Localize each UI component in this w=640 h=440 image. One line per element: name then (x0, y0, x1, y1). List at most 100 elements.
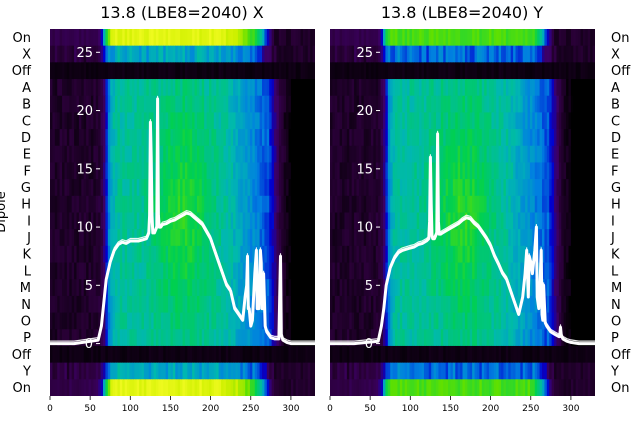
heatmap-cell (462, 212, 466, 230)
heatmap-cell (561, 212, 565, 230)
heatmap-cell (486, 129, 490, 147)
heatmap-cell (486, 162, 490, 180)
heatmap-cell (503, 45, 507, 63)
heatmap-cell (587, 145, 591, 164)
heatmap-cell (124, 145, 128, 164)
heatmap-cell (568, 45, 572, 63)
heatmap-cell (472, 295, 476, 314)
heatmap-cell (587, 95, 591, 114)
heatmap-cell (293, 379, 297, 396)
heatmap-cell (127, 295, 131, 314)
heatmap-cell (375, 129, 379, 147)
heatmap-cell (580, 329, 584, 347)
heatmap-cell (436, 62, 440, 80)
heatmap-cell (580, 162, 584, 180)
heatmap-cell (281, 162, 285, 180)
heatmap-cell (163, 229, 167, 247)
heatmap-cell (119, 212, 123, 230)
heatmap-cell (209, 262, 213, 280)
heatmap-cell (134, 295, 138, 314)
heatmap-cell (100, 145, 104, 164)
heatmap-cell (445, 379, 449, 396)
heatmap-cell (556, 62, 560, 80)
heatmap-cell (351, 195, 355, 214)
heatmap-cell (110, 29, 114, 47)
heatmap-cell (298, 345, 302, 364)
heatmap-cell (286, 95, 290, 114)
heatmap-cell (414, 62, 418, 80)
heatmap-cell (122, 212, 126, 230)
heatmap-cell (592, 329, 595, 347)
heatmap-cell (566, 262, 570, 280)
heatmap-cell (156, 79, 160, 97)
heatmap-cell (517, 379, 521, 396)
heatmap-cell (50, 279, 54, 297)
heatmap-cell (242, 362, 246, 380)
heatmap-cell (288, 329, 292, 347)
heatmap-cell (209, 379, 213, 396)
heatmap-cell (580, 262, 584, 280)
heatmap-cell (428, 345, 432, 364)
heatmap-cell (117, 145, 121, 164)
heatmap-cell (351, 345, 355, 364)
heatmap-cell (445, 45, 449, 63)
heatmap-cell (505, 379, 509, 396)
heatmap-cell (428, 79, 432, 97)
heatmap-cell (366, 162, 370, 180)
heatmap-cell (573, 295, 577, 314)
heatmap-cell (510, 329, 514, 347)
heatmap-cell (78, 179, 82, 197)
heatmap-cell (90, 162, 94, 180)
heatmap-cell (312, 362, 315, 380)
heatmap-cell (271, 345, 275, 364)
heatmap-cell (57, 79, 61, 97)
heatmap-cell (54, 312, 58, 330)
heatmap-cell (278, 162, 282, 180)
heatmap-cell (245, 29, 249, 47)
heatmap-cell (141, 179, 145, 197)
heatmap-cell (534, 129, 538, 147)
heatmap-cell (479, 129, 483, 147)
heatmap-cell (472, 279, 476, 297)
heatmap-cell (568, 162, 572, 180)
heatmap-cell (245, 62, 249, 80)
heatmap-cell (230, 145, 234, 164)
heatmap-cell (242, 262, 246, 280)
heatmap-cell (361, 95, 365, 114)
heatmap-cell (563, 29, 567, 47)
heatmap-cell (213, 345, 217, 364)
heatmap-cell (209, 312, 213, 330)
heatmap-cell (59, 345, 63, 364)
heatmap-cell (274, 312, 278, 330)
heatmap-cell (409, 29, 413, 47)
heatmap-cell (187, 45, 191, 63)
heatmap-cell (240, 362, 244, 380)
heatmap-cell (392, 179, 396, 197)
heatmap-cell (496, 129, 500, 147)
heatmap-cell (286, 312, 290, 330)
heatmap-cell (332, 79, 336, 97)
heatmap-cell (358, 79, 362, 97)
heatmap-cell (551, 162, 555, 180)
heatmap-cell (78, 95, 82, 114)
heatmap-cell (131, 145, 135, 164)
heatmap-cell (517, 195, 521, 214)
heatmap-cell (344, 29, 348, 47)
heatmap-cell (580, 45, 584, 63)
heatmap-cell (484, 112, 488, 130)
heatmap-cell (62, 95, 66, 114)
heatmap-cell (271, 379, 275, 396)
heatmap-cell (570, 179, 574, 197)
heatmap-cell (124, 179, 128, 197)
heatmap-cell (305, 245, 309, 264)
heatmap-cell (93, 162, 97, 180)
heatmap-cell (225, 79, 229, 97)
heatmap-cell (580, 295, 584, 314)
heatmap-cell (498, 362, 502, 380)
heatmap-cell (455, 229, 459, 247)
heatmap-cell (501, 212, 505, 230)
heatmap-cell (168, 162, 172, 180)
heatmap-cell (148, 229, 152, 247)
heatmap-cell (69, 329, 73, 347)
heatmap-cell (542, 95, 546, 114)
